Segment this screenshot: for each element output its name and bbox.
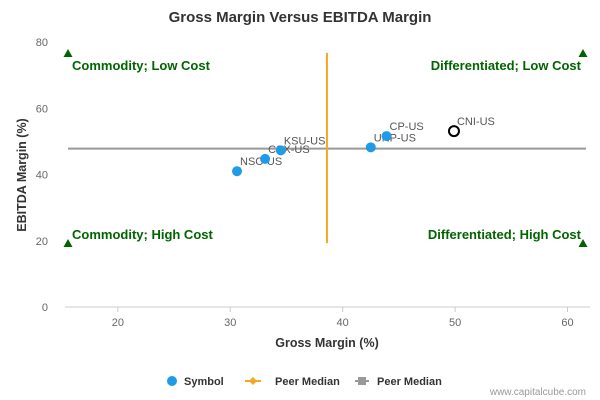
quadrant-label-bottom-left: Commodity; High Cost [72, 227, 213, 242]
legend-square-marker [358, 377, 366, 385]
legend-symbol-marker [167, 376, 177, 386]
data-point-label: CP-US [390, 121, 424, 133]
credit-text: www.capitalcube.com [489, 387, 586, 398]
x-tick-label: 30 [224, 317, 236, 329]
data-point [232, 166, 243, 177]
chart-title: Gross Margin Versus EBITDA Margin [169, 9, 432, 26]
data-point-label: KSU-US [284, 135, 326, 147]
data-point-highlight [447, 125, 460, 138]
quadrant-label-top-right: Differentiated; Low Cost [431, 58, 582, 73]
y-tick-label: 80 [36, 37, 48, 49]
legend-label: Peer Median [377, 376, 442, 388]
quadrant-corner-marker [578, 239, 588, 247]
data-point-label: CNI-US [457, 116, 495, 128]
legend: Symbol Peer Median Peer Median [167, 376, 442, 388]
plot-area: 20 30 40 50 60 0 20 40 60 80 Commodity; Low Cost Di… [36, 37, 590, 329]
quadrant-label-top-left: Commodity; Low Cost [72, 58, 211, 73]
quadrant-corner-marker [578, 49, 588, 57]
quadrant-corner-marker [63, 49, 73, 57]
x-tick-label: 60 [561, 317, 573, 329]
y-axis-label: EBITDA Margin (%) [15, 118, 29, 231]
quadrant-corner-marker [63, 239, 73, 247]
data-point [381, 131, 392, 142]
data-point [275, 145, 286, 156]
legend-diamond-marker [249, 377, 257, 385]
y-tick-label: 60 [36, 103, 48, 115]
data-point [260, 153, 271, 164]
data-point-label: UNP-US [374, 132, 416, 144]
legend-label: Peer Median [275, 376, 340, 388]
y-tick-label: 40 [36, 170, 48, 182]
data-point [365, 142, 376, 153]
x-tick-label: 50 [449, 317, 461, 329]
x-axis-label: Gross Margin (%) [275, 336, 379, 350]
data-point-label: NSC-US [240, 156, 282, 168]
x-tick-label: 20 [112, 317, 124, 329]
y-tick-label: 20 [36, 236, 48, 248]
quadrant-label-bottom-right: Differentiated; High Cost [428, 227, 582, 242]
legend-label: Symbol [184, 376, 224, 388]
x-tick-label: 40 [337, 317, 349, 329]
y-tick-label: 0 [42, 302, 48, 314]
